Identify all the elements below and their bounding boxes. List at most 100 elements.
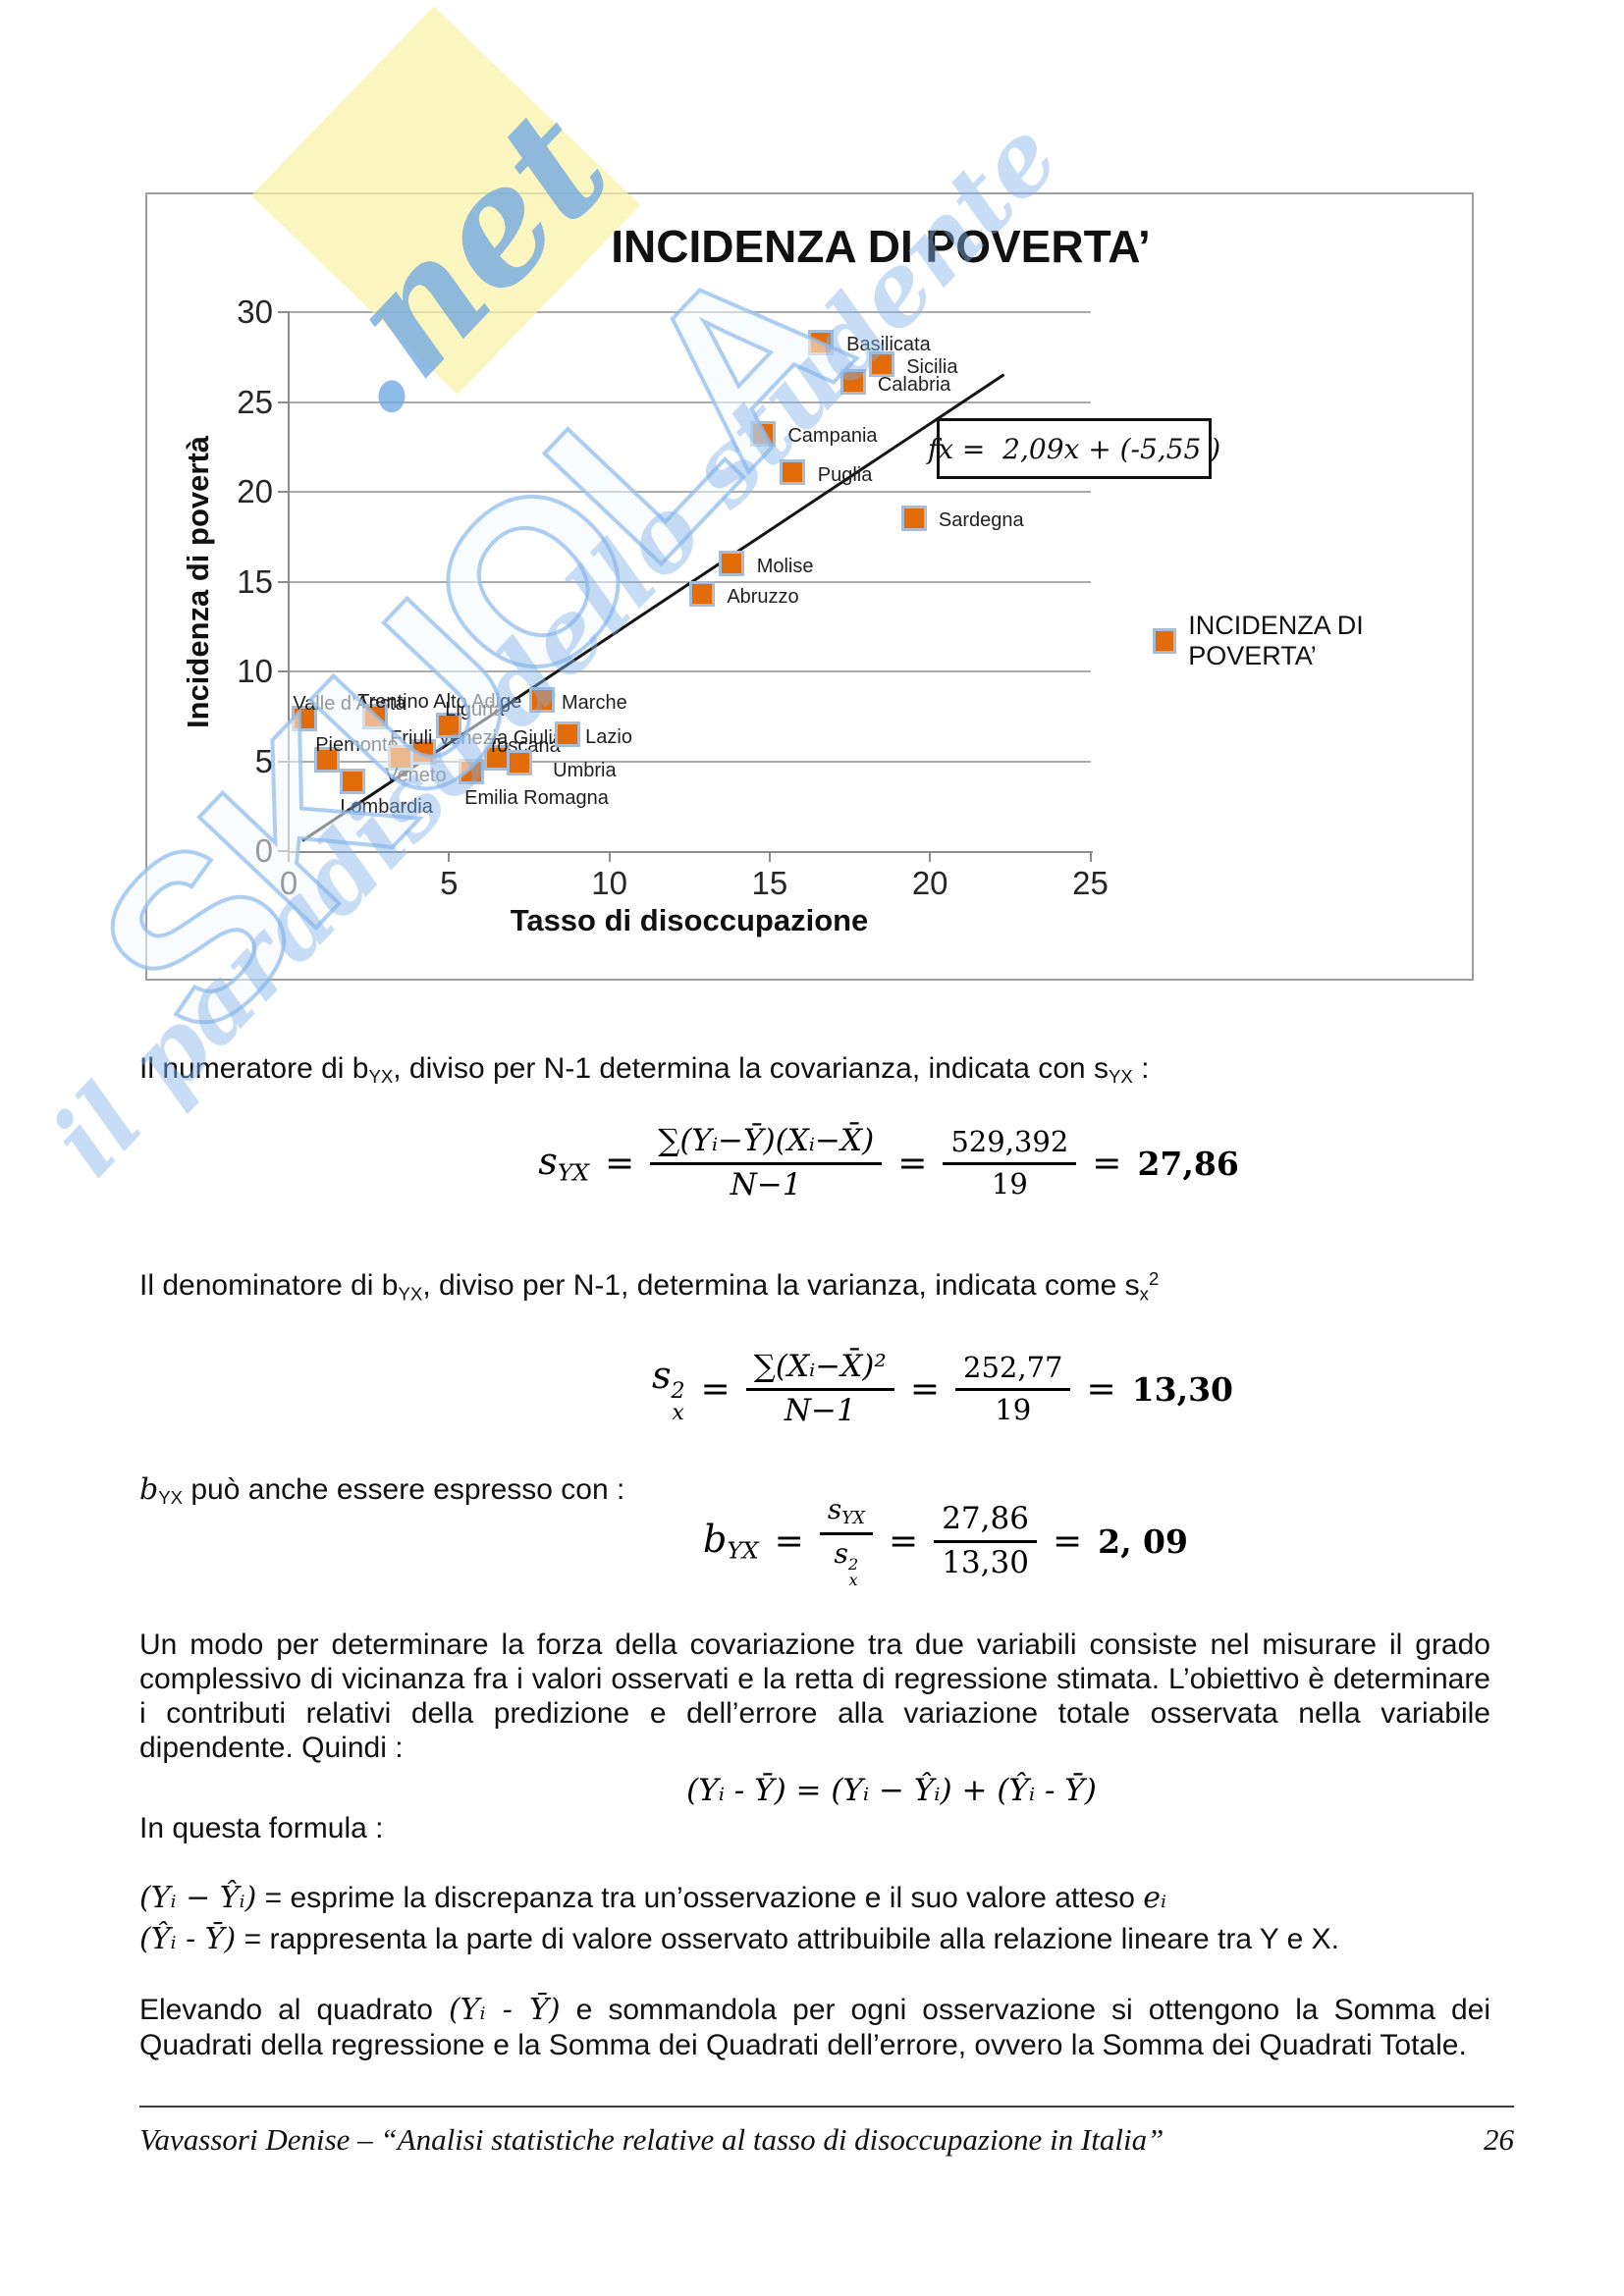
x-tick-mark (288, 853, 290, 862)
x-tick-mark (929, 853, 932, 862)
data-point-label: Emilia Romagna (464, 787, 609, 810)
y-tick-mark (278, 491, 288, 493)
data-point-marker (292, 705, 318, 731)
d1-math: (Yᵢ − Ŷᵢ) (139, 1881, 257, 1915)
data-point-label: Umbria (553, 760, 617, 782)
y-tick-mark (278, 400, 288, 403)
data-point-label: Lazio (585, 726, 632, 749)
equation-fx: fx (927, 432, 954, 465)
p7-math: (Yᵢ - Ȳ) (448, 1993, 561, 2027)
y-tick-mark (278, 850, 288, 852)
data-point-marker (459, 759, 485, 785)
gridline (290, 670, 1091, 672)
p2-mid: , diviso per N-1, determina la varianza,… (422, 1269, 1140, 1303)
f2-eq3: = (1086, 1368, 1116, 1410)
f2-eq1: = (700, 1368, 731, 1410)
x-tick-mark (608, 853, 611, 862)
f1-num: ∑(Yᵢ−Ȳ)(Xᵢ−X̄) (650, 1123, 883, 1165)
x-tick-label: 10 (591, 865, 627, 901)
f1-result: 27,86 (1137, 1144, 1239, 1183)
formula-covarianza: sYX = ∑(Yᵢ−Ȳ)(Xᵢ−X̄) N−1 = 529,392 19 = 27… (213, 1104, 1564, 1222)
footer-author-line: Vavassori Denise – “Analisi statistiche … (139, 2122, 1164, 2157)
d1-tail: eᵢ (1143, 1881, 1167, 1915)
f2-eq2-den: 19 (995, 1392, 1032, 1426)
data-point-marker (555, 721, 581, 748)
equation-rest: = 2,09x + (-5,55 ) (953, 432, 1221, 465)
data-point-label: Sardegna (938, 509, 1024, 532)
p3-sub: YX (158, 1487, 184, 1509)
trendline-equation-box: fx = 2,09x + (-5,55 ) (928, 418, 1220, 479)
f1-eq1: = (605, 1143, 635, 1184)
f2-lhs-sub: x (672, 1400, 684, 1425)
data-point-marker (436, 712, 462, 738)
data-point-marker (779, 458, 805, 485)
f2-num: ∑(Xᵢ−X̄)² (745, 1349, 894, 1391)
data-point-label: Veneto (385, 764, 447, 786)
p2-sub2: x (1139, 1283, 1149, 1305)
p3-end: può anche essere espresso con : (183, 1473, 625, 1506)
y-tick-mark (278, 580, 288, 583)
y-tick-mark (278, 311, 288, 313)
paragraph-numeratore: Il numeratore di bYX, diviso per N-1 det… (139, 1052, 1490, 1088)
f3-den-sup: 2 (847, 1554, 859, 1574)
data-point-label: Molise (756, 556, 814, 578)
f2-eq2-num: 252,77 (955, 1351, 1071, 1391)
x-tick-label: 25 (1072, 865, 1109, 901)
paragraph-denominatore: Il denominatore di bYX, diviso per N-1, … (139, 1268, 1490, 1305)
f3-eq2-den: 13,30 (942, 1544, 1029, 1580)
x-axis-line (288, 851, 1093, 853)
p2-sup: 2 (1148, 1268, 1160, 1289)
p2-text: Il denominatore di b (139, 1269, 399, 1303)
data-point-marker (750, 421, 777, 448)
chart-legend: INCIDENZA DI POVERTA’ (1153, 611, 1472, 671)
footer: Vavassori Denise – “Analisi statistiche … (139, 2122, 1514, 2158)
f2-den: N−1 (784, 1392, 856, 1428)
d2-math: (Ŷᵢ - Ȳ) (139, 1922, 237, 1956)
x-tick-label: 15 (751, 865, 788, 901)
legend-marker-icon (1153, 628, 1177, 654)
f3-num-base: s (827, 1492, 842, 1525)
f3-eq2-num: 27,86 (934, 1501, 1037, 1543)
y-tick-mark (278, 760, 288, 763)
y-tick-label: 5 (254, 742, 273, 779)
data-point-label: Piemonte (315, 733, 399, 756)
p1-text: Il numeratore di b (139, 1052, 369, 1085)
data-point-marker (808, 330, 835, 356)
data-point-label: Puglia (817, 463, 873, 486)
paragraph-elevando: Elevando al quadrato (Yᵢ - Ȳ) e sommando… (139, 1993, 1490, 2063)
p3-b: b (139, 1472, 159, 1507)
data-point-marker (689, 581, 716, 608)
f3-num-sub: YX (841, 1508, 866, 1528)
chart-title: INCIDENZA DI POVERTA’ (611, 221, 1151, 272)
p1-sub2: YX (1108, 1066, 1133, 1088)
data-point-label: Abruzzo (727, 586, 799, 609)
f2-lhs: s (652, 1354, 672, 1397)
x-tick-mark (448, 853, 451, 862)
f2-eq2: = (909, 1368, 940, 1410)
paragraph-in-questa-formula: In questa formula : (139, 1812, 384, 1844)
x-tick-mark (1089, 853, 1092, 862)
x-tick-mark (768, 853, 771, 862)
data-point-label: Sicilia (906, 356, 958, 379)
p1-mid: , diviso per N-1 determina la covarianza… (393, 1052, 1109, 1085)
f3-lhs-sub: YX (727, 1536, 759, 1565)
f1-eq3: = (1092, 1143, 1122, 1184)
gridline (290, 491, 1091, 493)
scatter-chart: INCIDENZA DI POVERTA’ 0 5 10 15 20 25 30 0 5 10 15… (145, 192, 1474, 981)
y-tick-label: 15 (237, 562, 273, 600)
gridline (290, 311, 1091, 313)
p7-pre: Elevando al quadrato (139, 1994, 449, 2026)
definition-regressione: (Ŷᵢ - Ȳ) = rappresenta la parte di valor… (139, 1922, 1490, 1956)
p1-sub1: YX (368, 1066, 394, 1088)
d2-text: = rappresenta la parte di valore osserva… (236, 1923, 1339, 1955)
f2-result: 13,30 (1131, 1369, 1233, 1409)
data-point-marker (718, 551, 744, 577)
d1-text: = esprime la discrepanza tra un’osservaz… (256, 1882, 1144, 1914)
y-tick-label: 25 (237, 383, 273, 420)
x-tick-label: 5 (440, 865, 459, 901)
plot-area: 0 5 10 15 20 25 30 0 5 10 15 20 25 Valle d’Aosta Piemo… (147, 194, 1472, 979)
data-point-label: Lombardia (340, 795, 433, 818)
data-point-marker (869, 351, 895, 378)
